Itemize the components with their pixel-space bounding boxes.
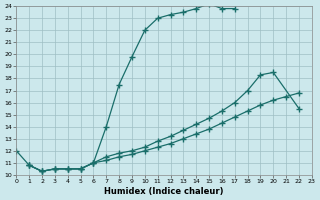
X-axis label: Humidex (Indice chaleur): Humidex (Indice chaleur) xyxy=(104,187,224,196)
